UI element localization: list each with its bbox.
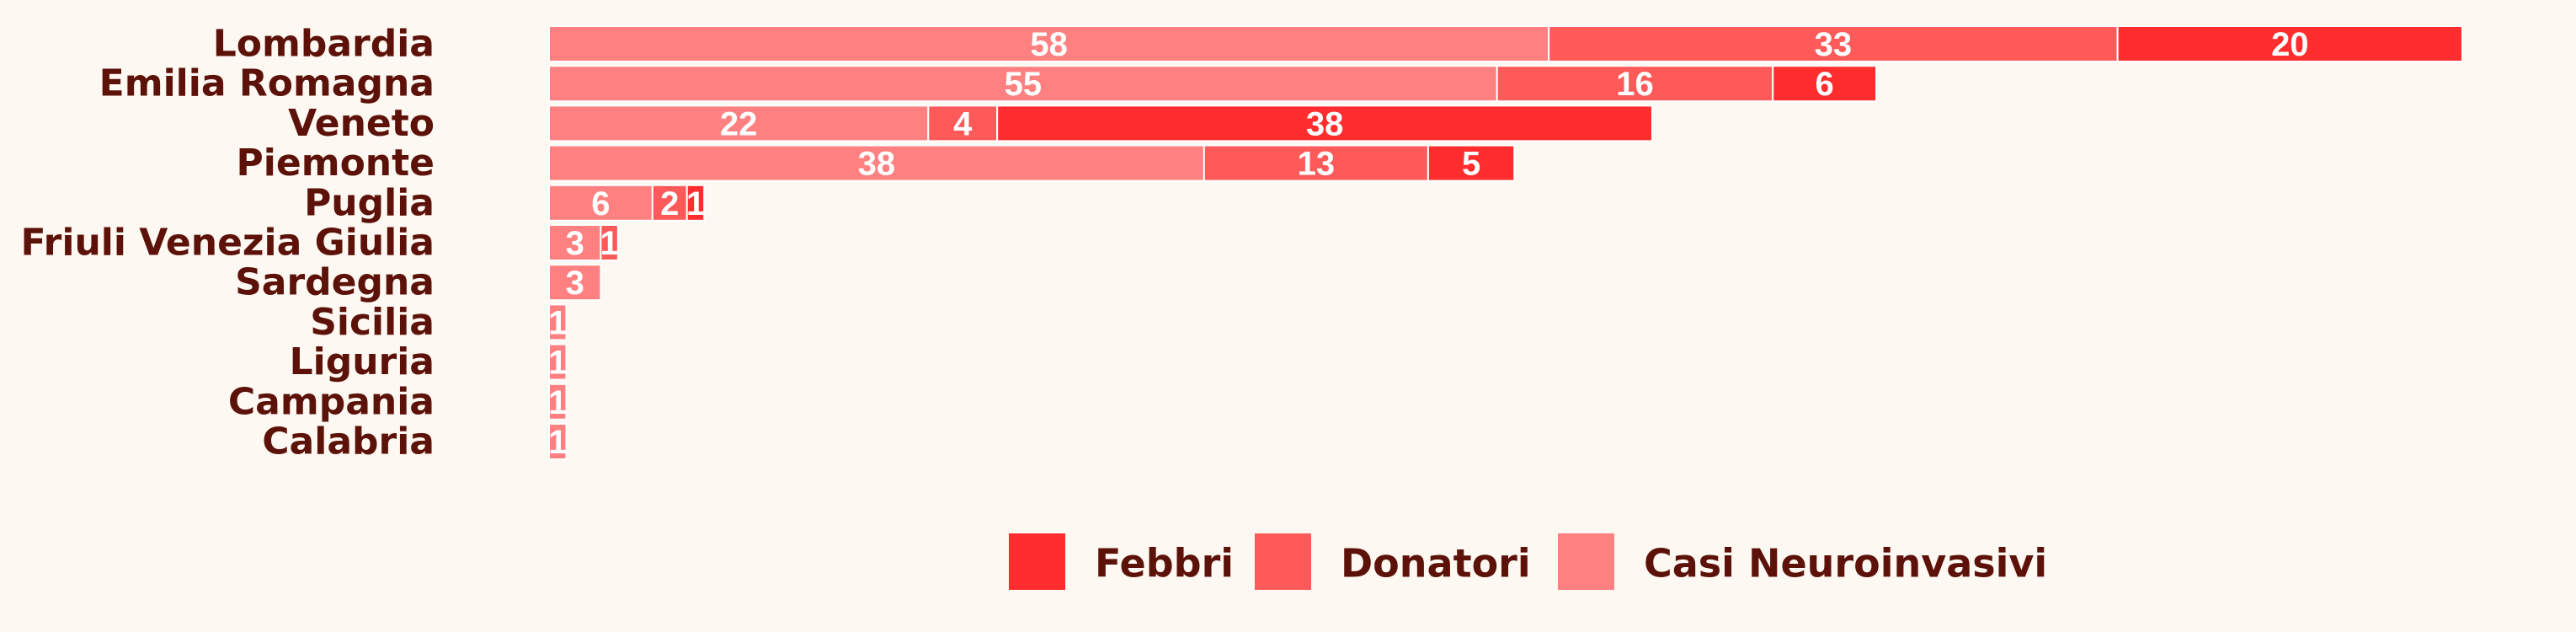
bar-lombardia-febbri (2116, 25, 2463, 62)
legend-item-donatori: Donatori (1255, 533, 1531, 590)
category-label-campania: Campania (228, 380, 435, 423)
bar-calabria-casi-neuroinvasivi (548, 423, 568, 460)
legend-swatch-donatori (1255, 533, 1311, 590)
data-label-friuli-venezia-giulia-casi-neuroinvasivi: 3 (566, 225, 584, 262)
category-label-calabria: Calabria (262, 420, 435, 463)
data-label-piemonte-febbri: 5 (1462, 146, 1480, 183)
bar-veneto-donatori (927, 104, 999, 142)
bar-emilia-romagna-donatori (1496, 65, 1774, 103)
category-label-friuli-venezia-giulia: Friuli Venezia Giulia (20, 222, 435, 265)
category-label-veneto: Veneto (288, 102, 435, 145)
data-label-puglia-febbri: 1 (686, 185, 705, 222)
data-label-veneto-febbri: 38 (1306, 105, 1344, 142)
category-label-sicilia: Sicilia (310, 301, 435, 344)
data-label-puglia-donatori: 2 (660, 185, 679, 222)
bar-friuli-venezia-giulia-donatori (600, 224, 619, 261)
legend-label-casi-neuroinvasivi: Casi Neuroinvasivi (1644, 541, 2047, 586)
legend-label-febbri: Febbri (1095, 541, 1234, 586)
legend-item-febbri: Febbri (1009, 533, 1234, 590)
data-label-emilia-romagna-donatori: 16 (1616, 66, 1654, 103)
bar-liguria-casi-neuroinvasivi (548, 343, 568, 381)
data-label-liguria-casi-neuroinvasivi: 1 (548, 345, 567, 382)
bar-sardegna-casi-neuroinvasivi (548, 264, 602, 302)
data-label-emilia-romagna-febbri: 6 (1816, 66, 1834, 103)
data-label-campania-casi-neuroinvasivi: 1 (548, 384, 567, 421)
category-label-liguria: Liguria (290, 340, 435, 383)
bars (548, 25, 2463, 460)
bar-piemonte-casi-neuroinvasivi (548, 144, 1205, 182)
data-label-puglia-casi-neuroinvasivi: 6 (591, 185, 610, 222)
bar-puglia-casi-neuroinvasivi (548, 184, 653, 222)
legend-label-donatori: Donatori (1341, 541, 1531, 586)
bar-lombardia-donatori (1548, 25, 2119, 62)
data-label-veneto-donatori: 4 (953, 105, 973, 142)
data-label-piemonte-donatori: 13 (1298, 146, 1336, 183)
bar-emilia-romagna-febbri (1772, 65, 1878, 103)
bar-veneto-febbri (996, 104, 1653, 142)
data-label-lombardia-donatori: 33 (1815, 26, 1853, 63)
bar-emilia-romagna-casi-neuroinvasivi (548, 65, 1498, 103)
category-label-piemonte: Piemonte (237, 142, 435, 185)
data-label-lombardia-febbri: 20 (2271, 26, 2309, 63)
category-label-puglia: Puglia (304, 181, 435, 224)
data-label-sardegna-casi-neuroinvasivi: 3 (566, 265, 584, 302)
data-label-veneto-casi-neuroinvasivi: 22 (720, 105, 758, 142)
bar-puglia-febbri (685, 184, 706, 222)
bar-puglia-donatori (651, 184, 688, 222)
bar-veneto-casi-neuroinvasivi (548, 104, 930, 142)
legend-swatch-febbri (1009, 533, 1065, 590)
category-label-lombardia: Lombardia (213, 23, 435, 66)
data-label-sicilia-casi-neuroinvasivi: 1 (548, 304, 567, 341)
bar-sicilia-casi-neuroinvasivi (548, 303, 568, 341)
data-label-emilia-romagna-casi-neuroinvasivi: 55 (1005, 66, 1043, 103)
category-label-sardegna: Sardegna (235, 261, 435, 304)
legend: Febbri Donatori Casi Neuroinvasivi (1009, 533, 2047, 590)
data-label-calabria-casi-neuroinvasivi: 1 (548, 424, 567, 461)
legend-item-casi-neuroinvasivi: Casi Neuroinvasivi (1558, 533, 2047, 590)
bar-piemonte-febbri (1427, 144, 1516, 182)
data-label-friuli-venezia-giulia-donatori: 1 (600, 225, 619, 262)
category-label-emilia-romagna: Emilia Romagna (99, 62, 435, 105)
legend-swatch-casi-neuroinvasivi (1558, 533, 1614, 590)
data-label-lombardia-casi-neuroinvasivi: 58 (1030, 26, 1068, 63)
bar-campania-casi-neuroinvasivi (548, 383, 568, 420)
bar-piemonte-donatori (1203, 144, 1429, 182)
bar-lombardia-casi-neuroinvasivi (548, 25, 1550, 62)
data-label-piemonte-casi-neuroinvasivi: 38 (858, 146, 896, 183)
